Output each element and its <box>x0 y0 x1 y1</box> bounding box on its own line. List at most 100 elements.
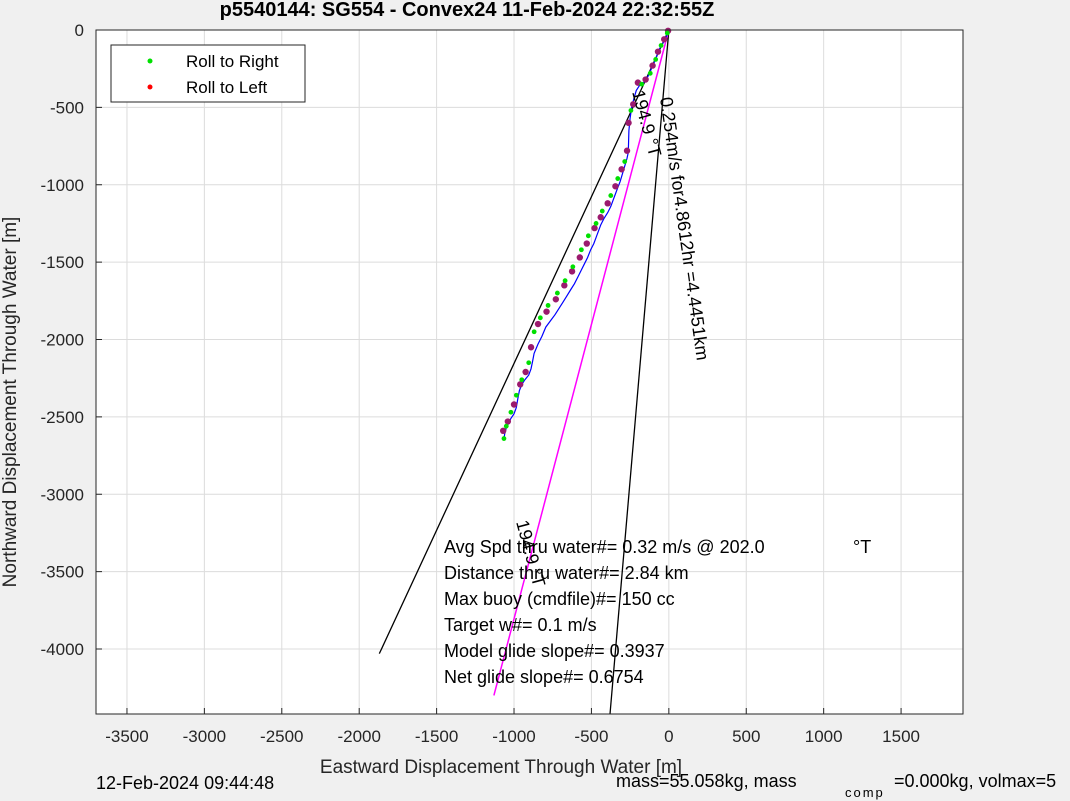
y-ticks: 0 -500 -1000 -1500 -2000 -2500 -3000 -3500 -4000 <box>41 21 102 659</box>
footer-mass-subscript: comp <box>845 785 885 800</box>
y-tick-label: 0 <box>75 21 84 40</box>
x-tick-label: 1000 <box>805 727 843 746</box>
roll-right-point <box>562 278 568 284</box>
roll-left-point <box>612 183 619 190</box>
grid <box>96 29 963 714</box>
roll-left-point <box>591 224 598 232</box>
roll-right-point <box>599 208 605 214</box>
annotation-model-glide: Model glide slope#= 0.3937 <box>444 641 665 661</box>
roll-right-point <box>526 360 532 366</box>
roll-right-point <box>503 423 509 429</box>
roll-right-point <box>554 290 560 296</box>
roll-right-point <box>658 43 664 48</box>
roll-right-point <box>531 329 537 335</box>
y-tick-label: -2000 <box>41 331 84 350</box>
track-line <box>503 29 670 439</box>
roll-left-point <box>543 308 550 315</box>
footer-mass: mass=55.058kg, mass <box>616 771 797 791</box>
x-tick-label: -3000 <box>183 727 226 746</box>
roll-left-point <box>568 268 576 275</box>
roll-right-point <box>639 81 645 87</box>
x-tick-label: -2500 <box>260 727 303 746</box>
x-tick-label: -3500 <box>105 727 148 746</box>
net-drift-line <box>493 29 670 696</box>
x-tick-label: 1500 <box>882 727 920 746</box>
annotation-distance: Distance thru water#= 2.84 km <box>444 563 689 583</box>
y-tick-label: -2500 <box>41 408 84 427</box>
annotation-max-buoy: Max buoy (cmdfile)#= 150 cc <box>444 589 675 609</box>
x-axis-label: Eastward Displacement Through Water [m] <box>320 757 682 778</box>
roll-left-point <box>642 76 649 83</box>
x-tick-label: -1500 <box>415 727 458 746</box>
roll-left-point <box>625 119 632 127</box>
roll-right-point <box>628 108 634 113</box>
roll-right-point <box>578 247 584 253</box>
roll-right-point <box>508 409 514 415</box>
x-tick-label: 500 <box>732 727 760 746</box>
roll-left-point <box>597 214 604 221</box>
legend-marker-roll-right <box>147 58 153 64</box>
x-tick-label: -2000 <box>337 727 380 746</box>
y-tick-label: -500 <box>50 98 84 117</box>
roll-right-point <box>647 70 653 76</box>
roll-left-point <box>517 381 524 388</box>
roll-left-point <box>534 320 542 328</box>
y-tick-label: -4000 <box>41 640 84 659</box>
reference-lines <box>378 29 670 715</box>
roll-right-point <box>664 30 670 36</box>
chart-title: p5540144: SG554 - Convex24 11-Feb-2024 2… <box>220 0 715 21</box>
roll-right-point <box>585 233 591 239</box>
x-tick-label: -500 <box>574 727 608 746</box>
roll-right-point <box>653 57 659 62</box>
roll-left-point <box>561 282 568 289</box>
roll-left-point <box>660 36 668 43</box>
footer-mass-rest: =0.000kg, volmax=5 <box>894 771 1056 791</box>
legend-label-roll-right: Roll to Right <box>186 52 279 71</box>
roll-right-point <box>570 264 576 270</box>
x-tick-label: 0 <box>664 727 673 746</box>
roll-right-point <box>545 303 551 308</box>
bearing-line-2 <box>609 29 670 715</box>
y-axis-label: Northward Displacement Through Water [m] <box>0 217 21 588</box>
axes-box <box>95 29 964 715</box>
roll-right-point <box>608 193 614 198</box>
roll-left-point <box>654 48 662 55</box>
roll-right-point <box>501 436 507 441</box>
y-tick-label: -1500 <box>41 253 84 272</box>
legend-label-roll-left: Roll to Left <box>186 78 268 97</box>
annotation-target-w: Target w#= 0.1 m/s <box>444 615 597 635</box>
footer-timestamp: 12-Feb-2024 09:44:48 <box>96 773 274 793</box>
roll-left-point <box>630 101 637 108</box>
bearing-line-1 <box>378 29 670 654</box>
roll-right-point <box>593 221 599 226</box>
roll-right-point <box>519 377 525 383</box>
x-ticks: -3500 -3000 -2500 -2000 -1500 -1000 -500 0 500 10… <box>105 708 920 746</box>
roll-left-point <box>499 427 507 435</box>
annotation-avg-speed: Avg Spd thru water#= 0.32 m/s @ 202.0 <box>444 537 765 557</box>
roll-left-point <box>618 166 625 173</box>
roll-left-point <box>504 418 512 425</box>
roll-points <box>499 27 672 441</box>
roll-left-point <box>604 200 611 207</box>
roll-left-point <box>527 344 535 351</box>
glider-track <box>503 29 670 439</box>
roll-left-point <box>583 240 590 247</box>
roll-left-point <box>623 147 631 154</box>
y-tick-label: -3500 <box>41 563 84 582</box>
legend: Roll to Right Roll to Left <box>110 44 306 103</box>
roll-right-point <box>513 392 519 398</box>
roll-right-point <box>537 315 543 321</box>
roll-left-point <box>510 401 518 408</box>
roll-left-point <box>522 368 529 376</box>
x-tick-label: -1000 <box>492 727 535 746</box>
roll-right-point <box>622 159 628 164</box>
annotation-degree-true: °T <box>853 537 871 557</box>
legend-box <box>110 44 306 103</box>
annotation-net-glide: Net glide slope#= 0.6754 <box>444 667 644 687</box>
roll-right-point <box>615 176 621 181</box>
roll-left-point <box>576 254 584 261</box>
y-tick-label: -3000 <box>41 485 84 504</box>
legend-marker-roll-left <box>147 84 153 90</box>
roll-left-point <box>552 296 560 303</box>
